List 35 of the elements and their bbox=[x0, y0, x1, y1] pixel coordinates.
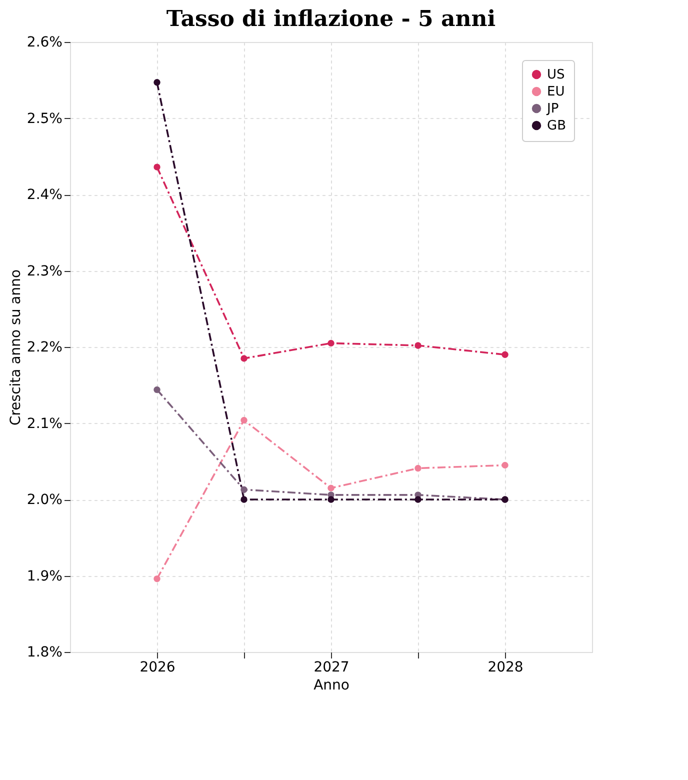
point bbox=[414, 464, 422, 472]
point bbox=[502, 462, 508, 469]
point bbox=[414, 342, 422, 349]
point bbox=[502, 351, 508, 358]
y-tick-label: 2.3% bbox=[26, 263, 62, 280]
chart-title: Tasso di inflazione - 5 anni bbox=[166, 6, 496, 32]
y-tick-label: 2.4% bbox=[26, 187, 62, 203]
point bbox=[154, 575, 160, 582]
x-axis-title: Anno bbox=[314, 678, 350, 694]
point bbox=[414, 496, 422, 503]
y-tick-label: 2.5% bbox=[26, 110, 62, 127]
y-tick-label: 2.1% bbox=[26, 416, 62, 432]
point bbox=[154, 164, 160, 170]
point bbox=[328, 340, 334, 347]
point bbox=[328, 484, 334, 492]
x-tick-label: 2028 bbox=[488, 660, 524, 676]
legend-label: JP bbox=[546, 102, 559, 116]
point bbox=[240, 496, 248, 503]
point bbox=[328, 496, 334, 503]
legend-label: GB bbox=[547, 118, 566, 134]
legend-label: US bbox=[547, 68, 565, 82]
y-tick-label: 2.6% bbox=[26, 34, 62, 50]
y-tick-label: 2.2% bbox=[26, 340, 62, 356]
y-tick-label: 1.9% bbox=[26, 568, 62, 584]
point bbox=[154, 79, 160, 86]
y-axis-title: Crescita anno su anno bbox=[8, 269, 24, 426]
point bbox=[154, 386, 160, 394]
point bbox=[240, 486, 248, 493]
y-tick-label: 2.0% bbox=[26, 492, 62, 508]
x-tick-label: 2027 bbox=[314, 660, 350, 676]
x-tick-label: 2026 bbox=[140, 660, 176, 676]
y-tick-label: 1.8% bbox=[26, 644, 62, 660]
legend-label: EU bbox=[547, 84, 565, 100]
point bbox=[240, 355, 248, 362]
point bbox=[240, 416, 248, 424]
